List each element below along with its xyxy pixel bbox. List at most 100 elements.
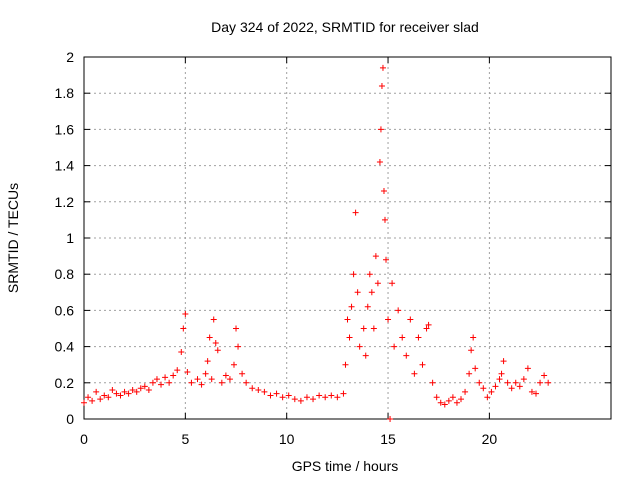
data-point xyxy=(429,379,436,386)
data-point xyxy=(89,397,96,404)
data-point xyxy=(492,383,499,390)
data-point xyxy=(423,325,430,332)
data-point xyxy=(316,392,323,399)
data-point xyxy=(162,374,169,381)
y-tick-label: 1.6 xyxy=(55,121,75,137)
axis-ticks: 00.20.40.60.811.21.41.61.820 5 10 15 20 xyxy=(55,49,611,447)
data-point xyxy=(470,334,477,341)
data-point xyxy=(133,388,140,395)
data-point xyxy=(352,209,359,216)
x-tick-label: 20 xyxy=(482,431,498,447)
data-point xyxy=(387,416,394,422)
data-point xyxy=(214,347,221,354)
data-point xyxy=(129,387,136,394)
data-point xyxy=(97,396,104,403)
data-point xyxy=(498,370,505,377)
data-point xyxy=(141,383,148,390)
data-point xyxy=(466,370,473,377)
data-point xyxy=(249,385,256,392)
y-tick-label: 0.8 xyxy=(55,266,75,282)
data-point xyxy=(380,187,387,194)
data-point xyxy=(322,394,329,401)
data-point xyxy=(182,311,189,318)
data-point xyxy=(210,316,217,323)
data-point xyxy=(524,365,531,372)
data-point xyxy=(508,385,515,392)
data-point xyxy=(153,376,160,383)
data-point xyxy=(273,390,280,397)
data-point xyxy=(383,256,390,263)
data-point xyxy=(520,376,527,383)
data-point xyxy=(496,376,503,383)
x-tick-label: 5 xyxy=(181,431,189,447)
data-point xyxy=(445,397,452,404)
data-point xyxy=(385,316,392,323)
data-point xyxy=(194,376,201,383)
data-point xyxy=(378,82,385,89)
y-tick-label: 1.4 xyxy=(55,158,75,174)
data-point xyxy=(441,401,448,408)
data-point xyxy=(476,379,483,386)
data-point xyxy=(449,394,456,401)
data-point xyxy=(488,388,495,395)
data-point xyxy=(340,390,347,397)
y-tick-label: 1.8 xyxy=(55,85,75,101)
data-point xyxy=(170,372,177,379)
data-point xyxy=(368,289,375,296)
data-point xyxy=(362,352,369,359)
data-point xyxy=(364,303,371,310)
data-point xyxy=(480,385,487,392)
y-tick-label: 2 xyxy=(66,49,74,65)
data-points xyxy=(81,64,552,422)
y-tick-label: 0.6 xyxy=(55,302,75,318)
data-point xyxy=(379,64,386,71)
x-axis-label: GPS time / hours xyxy=(292,458,399,474)
data-point xyxy=(376,158,383,165)
y-tick-label: 0.2 xyxy=(55,375,75,391)
data-point xyxy=(158,381,165,388)
data-point xyxy=(208,376,215,383)
data-point xyxy=(425,321,432,328)
data-point xyxy=(174,367,181,374)
data-point xyxy=(372,253,379,260)
data-point xyxy=(537,379,544,386)
data-point xyxy=(399,334,406,341)
data-point xyxy=(255,387,262,394)
x-tick-label: 0 xyxy=(80,431,88,447)
data-point xyxy=(180,325,187,332)
y-tick-label: 1.2 xyxy=(55,194,75,210)
data-point xyxy=(512,379,519,386)
data-point xyxy=(85,394,92,401)
data-point xyxy=(188,379,195,386)
data-point xyxy=(419,361,426,368)
data-point xyxy=(360,325,367,332)
data-point xyxy=(81,399,87,406)
data-point xyxy=(377,126,384,133)
data-point xyxy=(533,390,540,397)
data-point xyxy=(239,370,246,377)
data-point xyxy=(328,392,335,399)
data-point xyxy=(178,349,185,356)
data-point xyxy=(218,379,225,386)
data-point xyxy=(117,392,124,399)
data-point xyxy=(235,343,242,350)
data-point xyxy=(297,397,304,404)
data-point xyxy=(395,307,402,314)
data-point xyxy=(433,394,440,401)
data-point xyxy=(350,271,357,278)
data-point xyxy=(342,361,349,368)
data-point xyxy=(500,358,507,365)
data-point xyxy=(310,396,317,403)
y-tick-label: 0 xyxy=(66,411,74,427)
data-point xyxy=(285,392,292,399)
data-point xyxy=(267,392,274,399)
data-point xyxy=(504,379,511,386)
data-point xyxy=(348,303,355,310)
data-point xyxy=(149,379,156,386)
data-point xyxy=(516,383,523,390)
data-point xyxy=(344,316,351,323)
data-point xyxy=(453,399,460,406)
data-point xyxy=(334,394,341,401)
data-point xyxy=(101,392,108,399)
